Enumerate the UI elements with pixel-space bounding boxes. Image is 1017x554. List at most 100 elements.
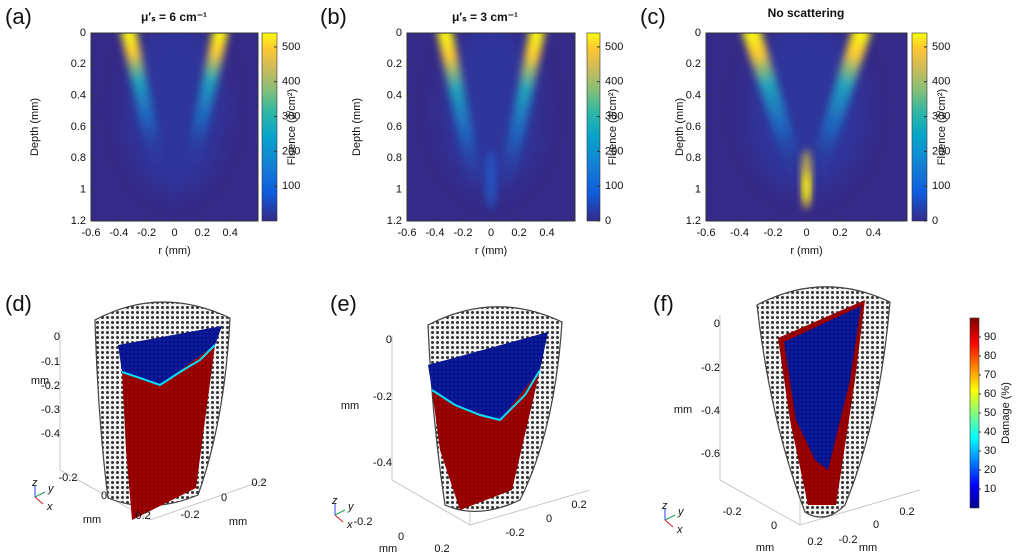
y-tick-label: 0.8 [686, 152, 701, 164]
colorbar-label: Fluence (J/cm²) [607, 89, 619, 165]
y-tick-label: 1 [695, 184, 701, 196]
triad-label: y [347, 501, 355, 513]
triad-y [34, 491, 46, 498]
beam [742, 33, 808, 183]
y-tick-label: 1.2 [71, 215, 86, 227]
colorbar-tick-label: 100 [605, 180, 623, 192]
y-tick-label: 1 [396, 184, 402, 196]
colorbar-tick-label: 400 [282, 76, 300, 88]
triad-label: z [331, 495, 338, 507]
triad-label: x [46, 501, 53, 513]
x-tick-label: 0.4 [866, 227, 881, 239]
z-tick-label: 0 [386, 334, 392, 346]
x-axis-label: mm [756, 542, 774, 554]
x-tick-label: -0.2 [764, 227, 783, 239]
colorbar-tick-label: 300 [605, 110, 623, 122]
x-tick-label: -0.2 [59, 472, 78, 484]
triad-y [334, 509, 346, 516]
x-tick-label: -0.2 [137, 227, 156, 239]
x-tick-label: 0.2 [511, 227, 526, 239]
colorbar-tick-label: 40 [984, 426, 996, 438]
y-tick-label: -0.2 [181, 509, 200, 521]
colorbar-tick-label: 300 [282, 110, 300, 122]
colorbar-label: Fluence (J/cm²) [286, 89, 298, 165]
y-tick-label: 0 [221, 492, 227, 504]
colorbar-tick-label: 200 [282, 145, 300, 157]
y-axis-label: mm [229, 516, 247, 528]
chart-title: No scattering [768, 6, 845, 20]
heatmap-field [742, 33, 871, 210]
triad-label: z [31, 477, 38, 489]
colorbar-tick-label: 500 [605, 41, 623, 53]
x-tick-label: 0.2 [832, 227, 847, 239]
y-tick-label: 0.4 [686, 90, 701, 102]
x-tick-label: 0 [771, 520, 777, 532]
y-tick-label: 0.2 [686, 58, 701, 70]
x-tick-label: 0 [171, 227, 177, 239]
panel-label: (f) [653, 291, 674, 316]
panel-label: (a) [5, 4, 32, 29]
triad-label: x [676, 524, 683, 536]
beam [497, 33, 545, 195]
x-axis-label: r (mm) [790, 245, 822, 257]
z-tick-label: -0.2 [373, 391, 392, 403]
y-tick-label: -0.2 [839, 534, 858, 546]
colorbar-tick-label: 70 [984, 369, 996, 381]
surface-d [59, 301, 266, 521]
beam [121, 33, 166, 170]
x-tick-label: 0 [803, 227, 809, 239]
z-tick-label: -0.4 [701, 405, 720, 417]
colorbar-tick-label: 500 [932, 41, 950, 53]
z-tick-label: -0.6 [701, 448, 720, 460]
colorbar-tick-label: 400 [605, 76, 623, 88]
y-tick-label: -0.2 [506, 527, 525, 539]
z-axis-label: mm [31, 375, 49, 387]
y-tick-label: 0 [80, 27, 86, 39]
triad-y [664, 514, 676, 521]
x-tick-label: -0.4 [426, 227, 445, 239]
z-tick-label: 0 [54, 331, 60, 343]
y-tick-label: 0.6 [71, 121, 86, 133]
beam [437, 33, 485, 195]
x-tick-label: -0.6 [82, 227, 101, 239]
z-axis-label: mm [341, 400, 359, 412]
x-tick-label: -0.2 [454, 227, 473, 239]
y-axis-label: Depth (mm) [351, 98, 363, 156]
colorbar-tick-label: 200 [932, 145, 950, 157]
colorbar-tick-label: 100 [932, 180, 950, 192]
x-tick-label: 0.2 [807, 536, 822, 548]
z-tick-label: -0.2 [701, 362, 720, 374]
x-tick-label: 0.2 [434, 543, 449, 554]
x-tick-label: -0.6 [697, 227, 716, 239]
colorbar-tick-label: 200 [605, 145, 623, 157]
triad-x [334, 514, 344, 523]
triad-label: y [677, 506, 685, 518]
x-tick-label: -0.2 [354, 516, 373, 528]
beam [183, 33, 228, 170]
beam [805, 33, 871, 183]
z-tick-label: 0 [714, 318, 720, 330]
triad-x [34, 496, 44, 505]
colorbar-tick-label: 100 [282, 180, 300, 192]
x-axis-label: r (mm) [475, 245, 507, 257]
panel-label: (c) [640, 4, 666, 29]
y-tick-label: 0.2 [387, 58, 402, 70]
surface-e [391, 306, 591, 526]
y-tick-label: 0.2 [899, 506, 914, 518]
colorbar-label: Damage (%) [1000, 382, 1012, 444]
colorbar-label: Fluence (J/cm²) [936, 89, 948, 165]
focus [486, 149, 496, 210]
panel-label: (e) [330, 291, 357, 316]
triad-x [664, 519, 674, 528]
y-tick-label: 0.2 [71, 58, 86, 70]
chart-title: μ′ₛ = 3 cm⁻¹ [452, 10, 518, 24]
colorbar [261, 32, 278, 222]
x-tick-label: -0.4 [109, 227, 128, 239]
colorbar-tick-label: 50 [984, 407, 996, 419]
heatmap-field [121, 33, 228, 193]
y-tick-label: 1.2 [686, 215, 701, 227]
y-tick-label: 0 [396, 27, 402, 39]
colorbar-tick-label: 10 [984, 483, 996, 495]
colorbar [911, 32, 928, 222]
